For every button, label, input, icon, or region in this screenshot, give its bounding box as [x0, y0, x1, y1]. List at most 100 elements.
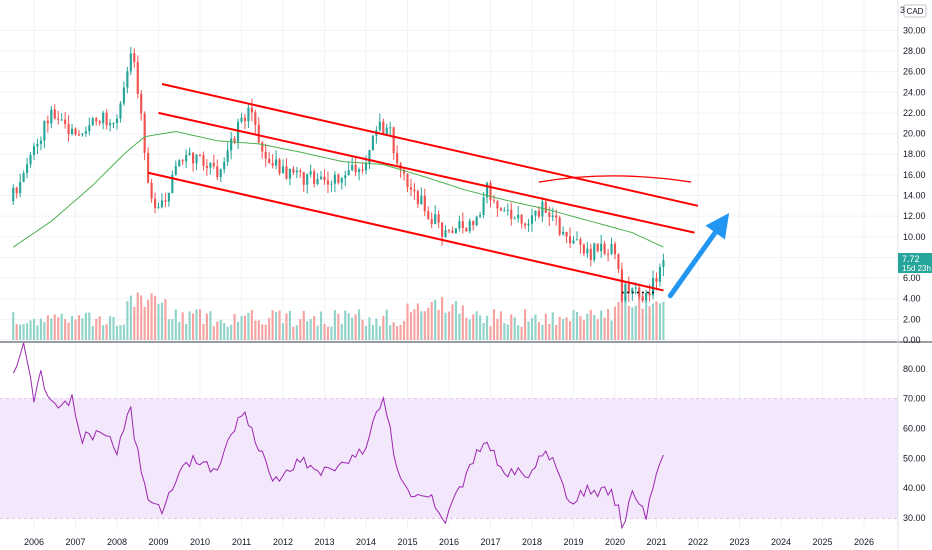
- candle-body: [216, 166, 219, 177]
- candle-body: [288, 168, 291, 179]
- volume-bar: [627, 305, 630, 340]
- candle-body: [575, 239, 579, 241]
- volume-bar: [102, 325, 105, 340]
- candle-body: [513, 218, 516, 220]
- volume-bar: [506, 324, 509, 340]
- volume-bar: [12, 312, 15, 340]
- candle-body: [157, 207, 160, 209]
- volume-bar: [562, 319, 565, 340]
- candle-body: [568, 236, 572, 244]
- price-tick-label: 30.00: [903, 25, 926, 35]
- volume-bar: [167, 319, 170, 340]
- candle-body: [537, 210, 540, 217]
- volume-bar: [236, 321, 240, 340]
- volume-bar: [233, 313, 236, 340]
- volume-bar: [230, 324, 233, 340]
- candle-body: [358, 169, 361, 173]
- volume-bar: [185, 323, 188, 340]
- candle-body: [233, 138, 236, 142]
- volume-bar: [143, 306, 146, 340]
- candle-body: [454, 228, 457, 233]
- candle-body: [299, 170, 302, 172]
- top-scale-label: 3: [900, 5, 905, 15]
- candle-body: [368, 150, 371, 164]
- candle-body: [458, 221, 461, 229]
- time-scale[interactable]: 2006 2007 2008 2009 2010 2011 2012 2013 2014 2015…: [24, 537, 874, 547]
- candle-body: [627, 284, 630, 294]
- volume-bar: [171, 319, 174, 340]
- candle-body: [164, 200, 167, 202]
- channel-line[interactable]: [158, 111, 695, 234]
- volume-bar: [420, 311, 423, 340]
- candle-body: [579, 239, 582, 245]
- volume-bar: [524, 309, 527, 340]
- price-tick-label: 0.00: [903, 335, 921, 345]
- year-tick-label: 2011: [232, 537, 251, 547]
- candle-body: [12, 187, 15, 202]
- year-tick-label: 2019: [563, 537, 583, 547]
- volume-bar: [19, 324, 22, 340]
- volume-bar: [216, 321, 219, 340]
- volume-bar: [537, 322, 540, 340]
- candle-body: [126, 71, 129, 88]
- candle-body: [32, 146, 36, 155]
- year-tick-label: 2016: [439, 537, 459, 547]
- candle-body: [302, 171, 305, 185]
- candle-body: [153, 198, 157, 208]
- volume-bar: [402, 320, 406, 340]
- volume-bar: [247, 312, 250, 340]
- trend-lines[interactable]: [147, 83, 699, 294]
- volume-bar: [337, 313, 340, 340]
- volume-bar: [472, 314, 475, 340]
- volume-bar: [430, 301, 433, 340]
- candle-body: [160, 200, 164, 208]
- volume-bar: [157, 303, 160, 340]
- volume-bar: [26, 323, 29, 340]
- candle-body: [361, 169, 364, 171]
- candle-body: [333, 174, 336, 184]
- volume-bar: [316, 325, 319, 340]
- price-scale[interactable]: 0.002.004.006.008.0010.0012.0014.0016.00…: [903, 25, 926, 345]
- volume-bar: [617, 301, 620, 340]
- candle-body: [461, 221, 464, 229]
- candle-body: [562, 232, 565, 235]
- candle-body: [292, 168, 295, 173]
- volume-bar: [651, 303, 655, 340]
- volume-bar: [568, 321, 572, 340]
- volume-bar: [385, 309, 388, 340]
- volume-bar: [105, 324, 108, 340]
- candle-body: [98, 121, 101, 124]
- price-tick-label: 26.00: [903, 67, 926, 77]
- volume-bar: [57, 317, 60, 340]
- volume-bar: [281, 323, 285, 340]
- volume-bar: [302, 310, 305, 340]
- candle-body: [174, 166, 177, 175]
- currency-label[interactable]: CAD: [903, 4, 927, 18]
- volume-bar: [205, 313, 208, 340]
- price-tick-label: 10.00: [903, 232, 926, 242]
- channel-line[interactable]: [161, 83, 699, 207]
- year-tick-label: 2020: [605, 537, 625, 547]
- trend-arc[interactable]: [538, 175, 692, 183]
- projection-arrow[interactable]: [667, 213, 730, 299]
- candle-body: [46, 120, 49, 124]
- candle-body: [39, 140, 42, 144]
- candle-body: [371, 135, 374, 151]
- candle-body: [596, 243, 599, 252]
- volume-bar: [510, 314, 513, 340]
- candle-body: [409, 187, 413, 190]
- volume-bar: [250, 309, 253, 340]
- rsi-scale[interactable]: 30.00 40.00 50.00 60.00 70.00 80.00: [903, 364, 926, 523]
- volume-bar: [517, 325, 520, 340]
- candle-body: [209, 163, 212, 168]
- volume-bar: [188, 311, 191, 340]
- volume-bar: [600, 310, 603, 340]
- candle-body: [171, 174, 174, 193]
- channel-line[interactable]: [147, 171, 664, 292]
- volume-bar: [36, 325, 39, 340]
- candle-body: [382, 121, 385, 136]
- volume-bar: [195, 309, 198, 340]
- volume-bar: [223, 322, 226, 340]
- candle-body: [15, 187, 18, 194]
- candle-body: [91, 118, 94, 126]
